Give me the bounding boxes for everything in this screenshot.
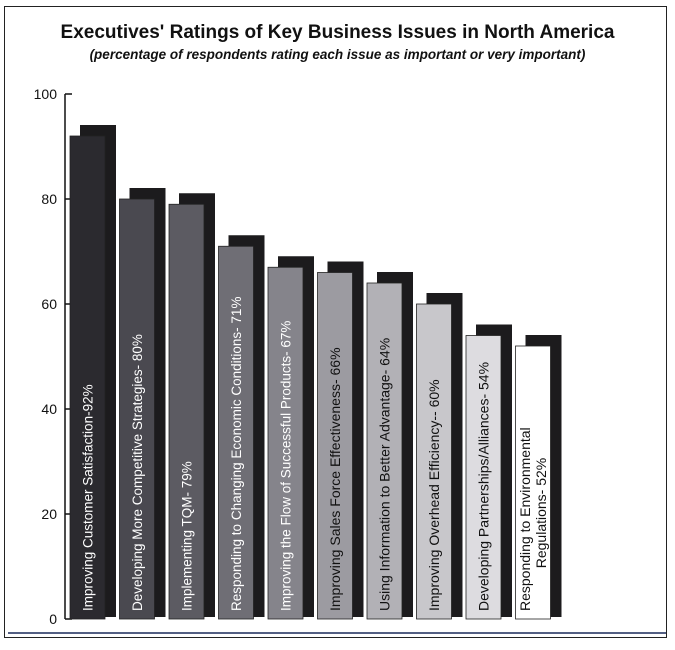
chart-title: Executives' Ratings of Key Business Issu… — [60, 22, 615, 43]
bar-label: Using Information to Better Advantage- 6… — [377, 338, 393, 611]
bar — [69, 135, 106, 620]
y-tick-label: 40 — [41, 401, 57, 417]
bar — [119, 198, 155, 620]
y-tick-label: 60 — [41, 296, 57, 312]
bar — [416, 303, 452, 620]
bar-label: Improving Sales Force Effectiveness- 66% — [327, 347, 343, 611]
bar-label: Developing More Competitive Strategies- … — [130, 334, 145, 611]
y-tick-label: 20 — [41, 506, 57, 522]
y-tick-label: 0 — [49, 611, 57, 627]
bar — [267, 266, 304, 620]
bar — [168, 203, 205, 620]
chart-subtitle: (percentage of respondents rating each i… — [89, 47, 586, 62]
bar — [366, 282, 403, 620]
bar-label: Responding to Environmental — [517, 427, 533, 611]
bar-label: Improving Overhead Efficiency-- 60% — [426, 379, 442, 611]
bar-label: Developing Partnerships/Alliances- 54% — [476, 362, 492, 611]
bar — [465, 335, 502, 620]
bar — [515, 345, 551, 620]
bar-label: Improving Customer Satisfaction-92% — [81, 384, 96, 611]
bar — [218, 245, 254, 620]
y-tick-label: 80 — [41, 191, 57, 207]
y-tick-label: 100 — [34, 86, 58, 102]
bar-label: Regulations- 52% — [533, 458, 549, 569]
chart-frame — [4, 6, 667, 638]
bar-label: Implementing TQM- 79% — [180, 461, 195, 611]
bar-label: Improving the Flow of Successful Product… — [279, 321, 294, 611]
bar-label: Responding to Changing Economic Conditio… — [229, 297, 244, 611]
bar — [317, 272, 353, 620]
